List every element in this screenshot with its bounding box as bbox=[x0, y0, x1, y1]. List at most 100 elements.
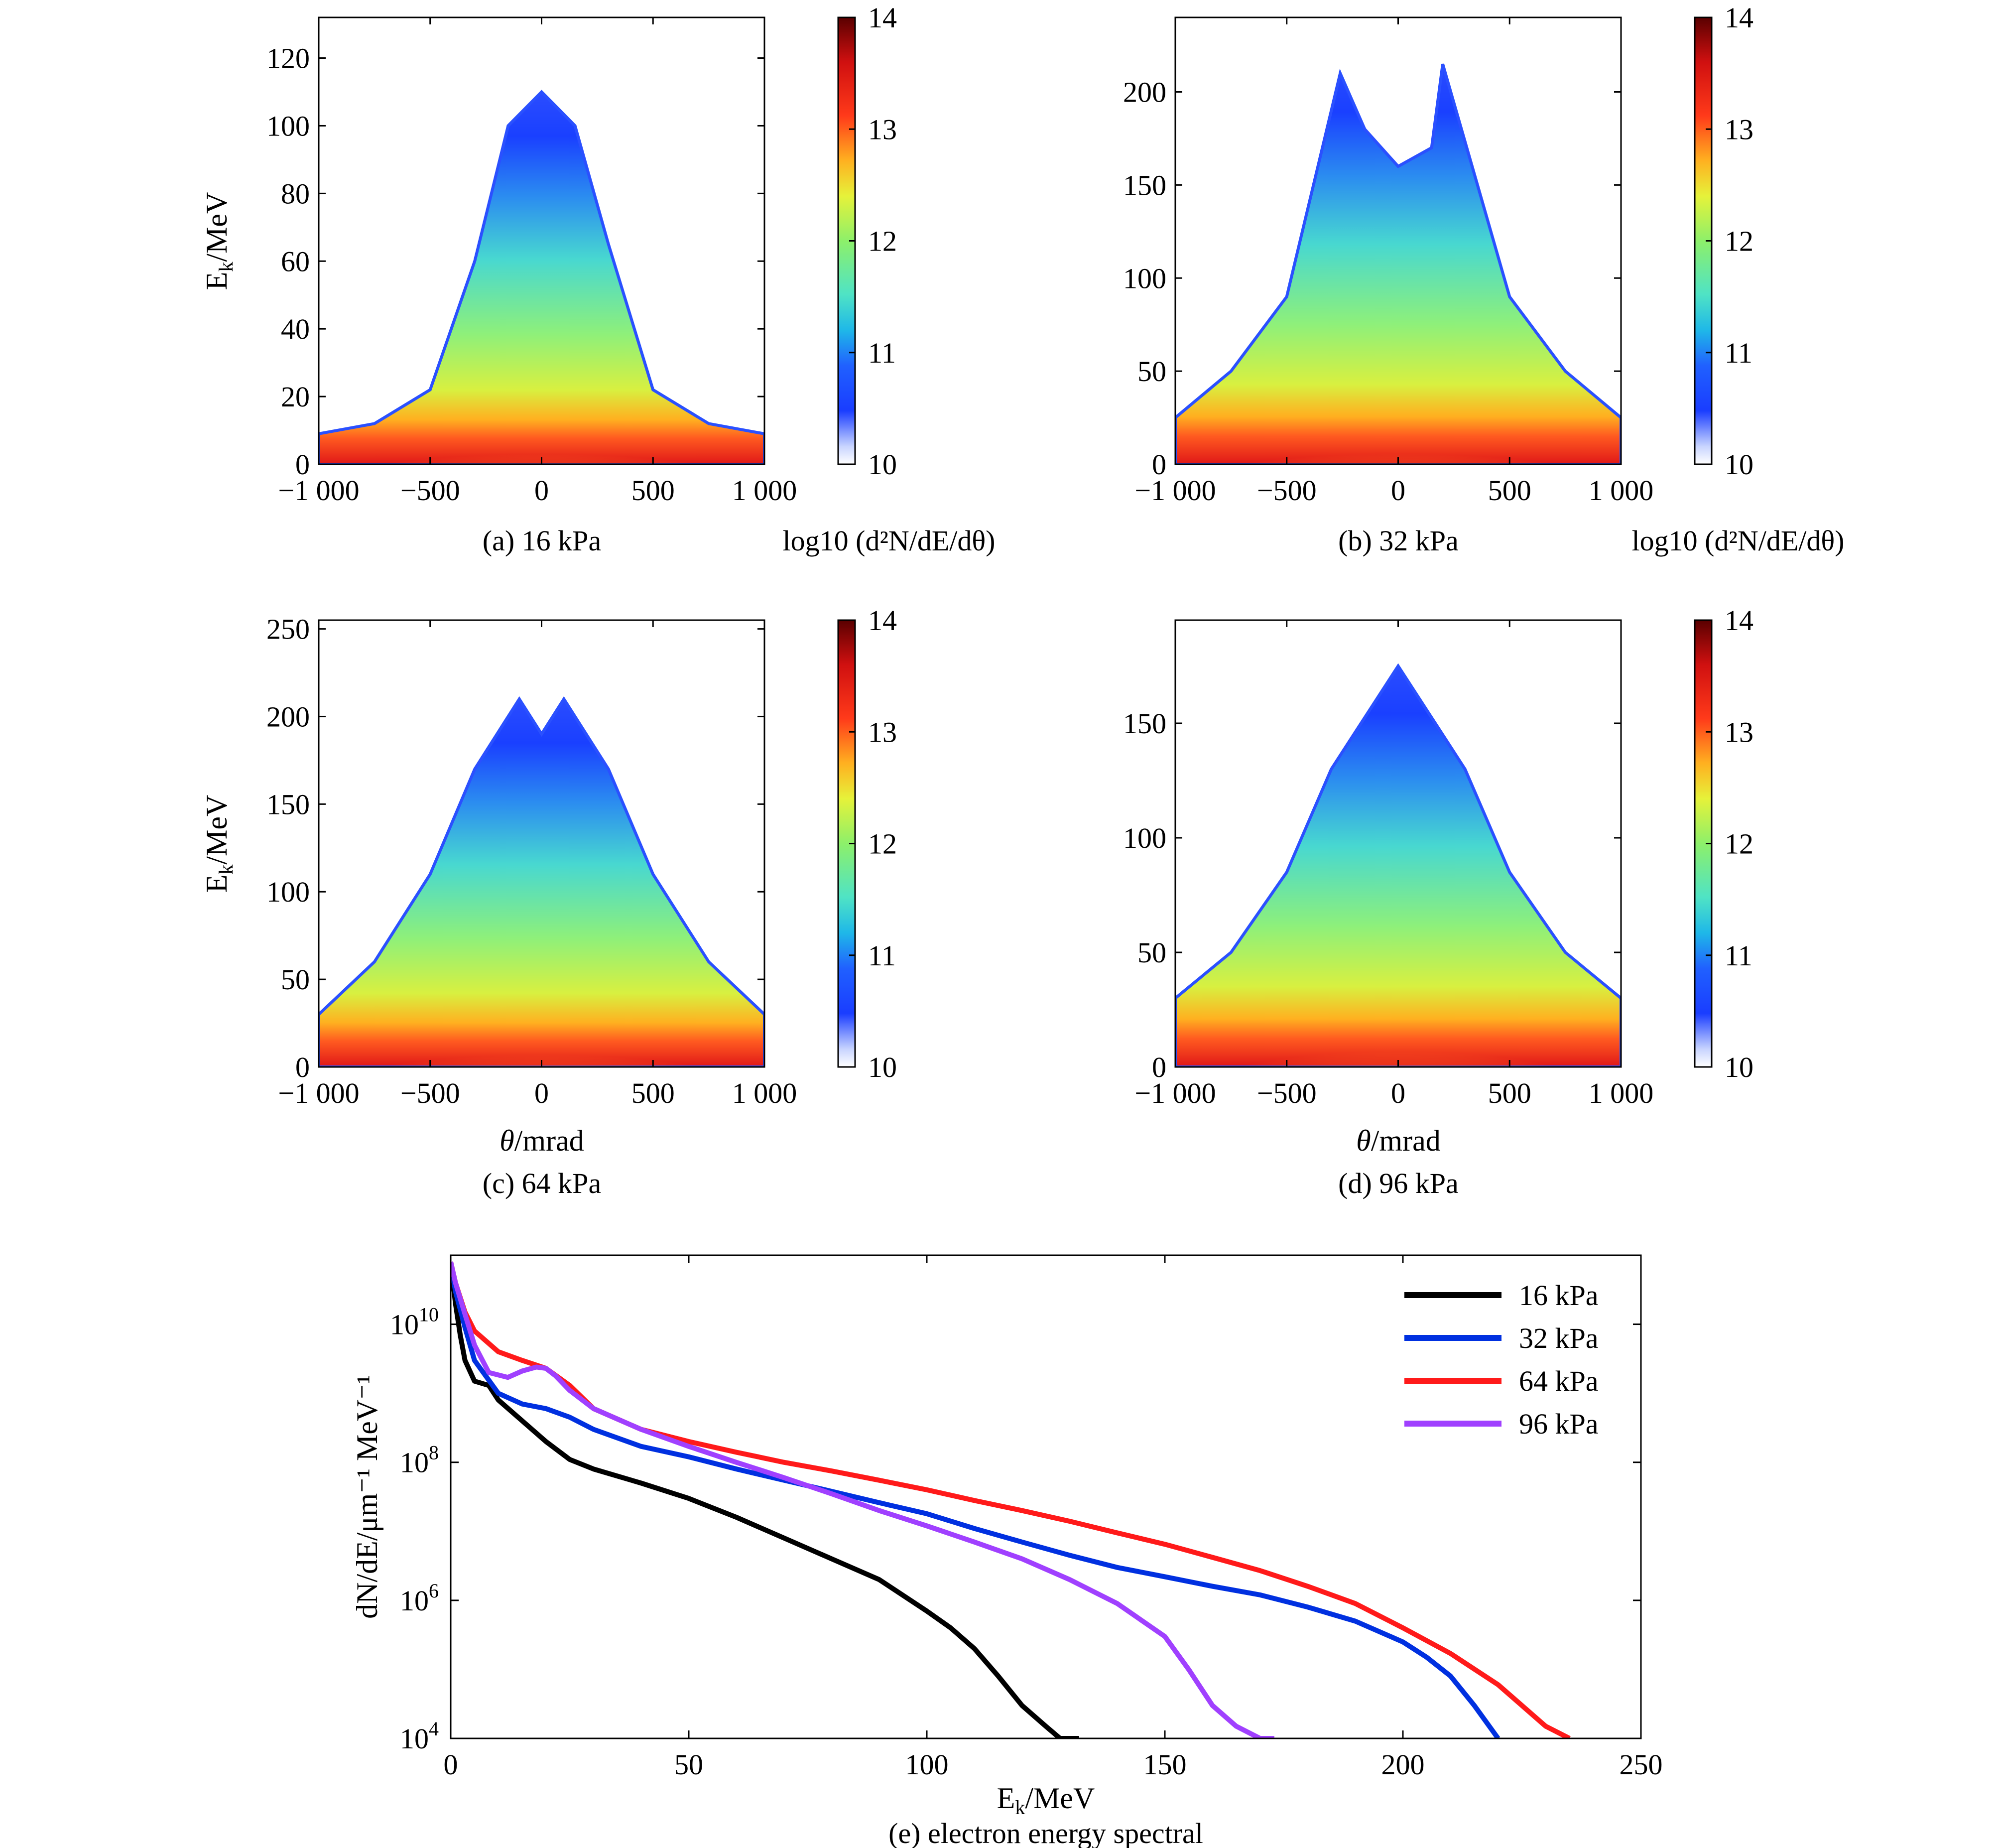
y-tick-label: 50 bbox=[281, 963, 310, 996]
x-tick-label: 1 000 bbox=[732, 474, 797, 507]
y-tick-label: 150 bbox=[266, 788, 310, 820]
y-tick-label: 200 bbox=[1123, 76, 1166, 109]
colorbar-tick-label: 13 bbox=[1725, 716, 1753, 748]
colorbar-d-ticks: 10 11 12 13 14 bbox=[1706, 604, 1753, 1083]
heatmap-a-xticks: −1 000 −500 0 500 1 000 bbox=[278, 17, 797, 507]
x-tick-label: −1 000 bbox=[1134, 474, 1216, 507]
spectrum-series bbox=[451, 1261, 1571, 1738]
heatmap-a-ylabel: Ek/MeV bbox=[200, 192, 237, 290]
colorbar-tick-label: 10 bbox=[1725, 448, 1753, 481]
heatmap-c-xlabel: θ/mrad bbox=[500, 1124, 584, 1157]
colorbar-a: 10 11 12 13 14 log10 (d²N/dE/dθ) bbox=[783, 1, 996, 557]
heatmap-c-plot bbox=[319, 696, 764, 1067]
x-tick-label: 0 bbox=[1391, 1077, 1405, 1109]
y-tick-label: 100 bbox=[266, 110, 310, 142]
y-tick-label: 200 bbox=[266, 700, 310, 733]
spectrum-yticks: 104 106 108 1010 bbox=[390, 1304, 1641, 1755]
heatmap-a-density bbox=[319, 90, 764, 464]
heatmap-b-xticks: −1 000 −500 0 50 0 1 000 bbox=[1134, 17, 1653, 507]
legend-label: 32 kPa bbox=[1519, 1322, 1599, 1354]
x-tick-label: 0 bbox=[534, 1077, 549, 1109]
colorbar-tick-label: 12 bbox=[868, 225, 897, 258]
colorbar-tick-label: 11 bbox=[868, 939, 896, 972]
colorbar-a-ticks: 10 11 12 13 14 bbox=[849, 1, 897, 481]
heatmap-c-yticks: 0 50 100 150 200 250 bbox=[266, 613, 764, 1083]
colorbar-tick-label: 12 bbox=[868, 828, 897, 860]
x-tick-label: 250 bbox=[1620, 1748, 1663, 1781]
heatmap-d-caption: (d) 96 kPa bbox=[1338, 1167, 1459, 1199]
x-tick-label: 150 bbox=[1143, 1748, 1187, 1781]
colorbar-tick-label: 13 bbox=[1725, 113, 1753, 145]
spectrum-caption: (e) electron energy spectral bbox=[888, 1817, 1203, 1848]
y-tick-label: 150 bbox=[1123, 169, 1166, 201]
heatmap-b-plot bbox=[1175, 63, 1621, 464]
x-tick-label: 100 bbox=[905, 1748, 949, 1781]
x-tick-label: −1 000 bbox=[278, 474, 359, 507]
y-tick-label: 120 bbox=[266, 42, 310, 75]
x-tick-label: −500 bbox=[1257, 474, 1317, 507]
y-tick-label: 1010 bbox=[390, 1304, 439, 1341]
y-tick-label: 100 bbox=[1123, 822, 1166, 854]
colorbar-tick-label: 11 bbox=[1725, 939, 1752, 972]
y-tick-label: 0 bbox=[1152, 1051, 1166, 1083]
heatmap-d-density bbox=[1175, 663, 1621, 1067]
y-tick-label: 50 bbox=[1137, 355, 1166, 388]
y-tick-label: 108 bbox=[400, 1442, 439, 1479]
colorbar-tick-label: 12 bbox=[1725, 225, 1753, 258]
heatmap-a-plot bbox=[319, 90, 764, 464]
series-line-32-kpa bbox=[451, 1261, 1500, 1738]
heatmap-a-caption: (a) 16 kPa bbox=[483, 525, 601, 557]
y-tick-label: 50 bbox=[1137, 936, 1166, 969]
colorbar-tick-label: 11 bbox=[868, 337, 896, 369]
colorbar-a-label: log10 (d²N/dE/dθ) bbox=[783, 525, 996, 557]
spectrum-xticks: 0 50 100 150 200 250 bbox=[444, 1255, 1663, 1781]
legend-label: 96 kPa bbox=[1519, 1408, 1599, 1440]
heatmap-a-yticks: 0 20 40 60 80 100 120 bbox=[266, 42, 764, 481]
heatmap-d-xticks: −1 000 −500 0 500 1 000 bbox=[1134, 620, 1653, 1109]
x-tick-label: 50 bbox=[674, 1748, 703, 1781]
heatmap-panel-c: −1 000 −500 0 500 1 000 0 50 100 150 200 250 Ek/M… bbox=[200, 604, 897, 1199]
x-tick-label: 1 000 bbox=[1589, 474, 1654, 507]
colorbar-tick-label: 13 bbox=[868, 113, 897, 145]
heatmap-d-core bbox=[1175, 987, 1621, 1067]
spectrum-legend: 16 kPa 32 kPa 64 kPa 96 kPa bbox=[1404, 1279, 1599, 1440]
spectrum-frame bbox=[450, 1254, 1642, 1739]
colorbar-c-ticks: 10 11 12 13 14 bbox=[849, 604, 897, 1083]
colorbar-b-label: log10 (d²N/dE/dθ) bbox=[1632, 525, 1845, 557]
x-tick-label: 1 000 bbox=[732, 1077, 797, 1109]
colorbar-b: 10 11 12 13 14 log10 (d²N/dE/dθ) bbox=[1632, 1, 1845, 557]
colorbar-tick-label: 10 bbox=[868, 1051, 897, 1083]
colorbar-tick-label: 13 bbox=[868, 716, 897, 748]
heatmap-a-core bbox=[319, 413, 764, 464]
colorbar-tick-label: 14 bbox=[868, 1, 897, 34]
colorbar-tick-label: 12 bbox=[1725, 828, 1753, 860]
x-tick-label: −1 000 bbox=[278, 1077, 359, 1109]
x-tick-label: 0 bbox=[1391, 474, 1405, 507]
x-tick-label: 500 bbox=[631, 1077, 675, 1109]
heatmap-c-xticks: −1 000 −500 0 500 1 000 bbox=[278, 620, 797, 1109]
y-tick-label: 106 bbox=[400, 1580, 439, 1617]
spectrum-ylabel: dN/dE/μm⁻¹ MeV⁻¹ bbox=[351, 1375, 383, 1619]
x-tick-label: −500 bbox=[1257, 1077, 1317, 1109]
series-line-64-kpa bbox=[451, 1261, 1571, 1738]
heatmap-c-caption: (c) 64 kPa bbox=[483, 1167, 601, 1199]
series-line-96-kpa bbox=[451, 1261, 1274, 1738]
x-tick-label: 500 bbox=[631, 474, 675, 507]
heatmap-b-caption: (b) 32 kPa bbox=[1338, 525, 1459, 557]
legend-label: 64 kPa bbox=[1519, 1365, 1599, 1397]
y-tick-label: 0 bbox=[1152, 448, 1166, 481]
heatmap-d-plot bbox=[1175, 663, 1621, 1067]
y-tick-label: 0 bbox=[295, 1051, 310, 1083]
y-tick-label: 20 bbox=[281, 381, 310, 413]
y-tick-label: 40 bbox=[281, 313, 310, 345]
colorbar-tick-label: 10 bbox=[868, 448, 897, 481]
y-tick-label: 104 bbox=[400, 1717, 439, 1755]
y-tick-label: 0 bbox=[295, 448, 310, 481]
x-tick-label: 500 bbox=[1488, 1077, 1531, 1109]
x-tick-label: −500 bbox=[400, 1077, 460, 1109]
x-tick-label: −1 000 bbox=[1134, 1077, 1216, 1109]
heatmap-d-yticks: 0 50 100 150 bbox=[1123, 707, 1621, 1083]
heatmap-panel-d: −1 000 −500 0 500 1 000 0 50 100 150 θ/mrad (d)… bbox=[1123, 604, 1753, 1199]
spectrum-xlabel: Ek/MeV bbox=[997, 1782, 1095, 1819]
